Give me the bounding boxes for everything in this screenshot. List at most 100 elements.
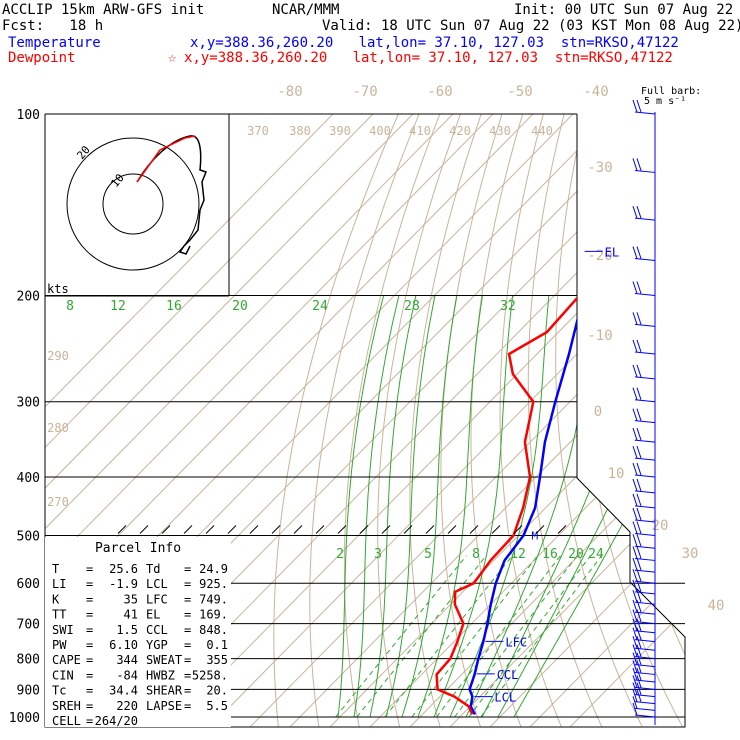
- wind-barb-flag: [632, 590, 638, 603]
- parcel-eq: =: [184, 592, 191, 606]
- wind-barb: [634, 557, 656, 561]
- pressure-label: 400: [17, 471, 40, 486]
- wind-barb-flag: [636, 408, 642, 421]
- wind-barb-flag: [636, 618, 642, 631]
- wind-barb-flag: [636, 312, 642, 325]
- parcel-key: SREH: [52, 699, 81, 713]
- wind-barb-flag: [636, 546, 642, 559]
- isotherm: [449, 114, 685, 727]
- theta-e-label: 24: [312, 299, 328, 314]
- wind-barb: [634, 505, 656, 509]
- wind-barb: [634, 591, 656, 595]
- wind-barb: [634, 580, 656, 584]
- parcel-key: T: [52, 562, 59, 576]
- wind-barb-flag: [632, 507, 638, 521]
- parcel-value: 35: [124, 592, 138, 606]
- wind-barb-flag: [632, 462, 638, 476]
- parcel-eq: =: [86, 638, 93, 652]
- wind-barb-flag: [636, 682, 642, 695]
- hatch-mark: [315, 525, 325, 534]
- parcel-key: CIN: [52, 668, 74, 682]
- wind-barb-flag: [632, 667, 638, 681]
- wind-barb-flag: [636, 462, 642, 476]
- wind-barb: [634, 630, 656, 634]
- parcel-value: 34.4: [109, 684, 138, 698]
- isotherm: [409, 114, 685, 727]
- wind-barb-flag: [632, 534, 638, 547]
- mixing-ratio-label: 20: [568, 547, 584, 562]
- parcel-value: 5258.: [192, 668, 228, 682]
- parcel-key: CCL: [146, 623, 168, 637]
- parcel-value: 5.5: [206, 699, 228, 713]
- mixing-ratio-label: 12: [510, 547, 526, 562]
- parcel-key: LAPSE: [146, 699, 182, 713]
- wind-barb-flag: [632, 696, 638, 709]
- wind-barb: [634, 656, 656, 660]
- theta-e-label: 12: [110, 299, 126, 314]
- wind-barb-flag: [632, 702, 638, 716]
- theta-label: 390: [329, 124, 351, 138]
- wind-barb: [634, 532, 656, 536]
- wind-barb-flag: [632, 660, 638, 673]
- parcel-value: 20.: [206, 684, 228, 698]
- wind-barb-flag: [636, 364, 642, 378]
- wind-barb: [634, 258, 656, 262]
- hodograph-ring: [102, 173, 164, 235]
- mixing-ratio-lines: [335, 555, 602, 718]
- moist-adiabat: [337, 295, 385, 718]
- parcel-key: SWI: [52, 623, 74, 637]
- hatch-mark: [403, 525, 413, 534]
- mixing-ratio-label: 3: [374, 547, 382, 562]
- header-source: NCAR/MMM: [272, 2, 340, 18]
- wind-barb-flag: [632, 675, 638, 688]
- dewpoint-marker-icon: ☆: [168, 50, 177, 66]
- moist-adiabat: [497, 295, 685, 718]
- theta-label: 280: [47, 421, 69, 435]
- wind-barb-flag: [636, 675, 642, 688]
- hodograph-ring-label: 10: [108, 171, 126, 190]
- wind-barb-flag: [636, 689, 642, 702]
- parcel-value: -84: [116, 668, 138, 682]
- wind-barb: [634, 701, 656, 705]
- wind-barb: [634, 611, 656, 615]
- hodograph-ring-label: 20: [74, 143, 92, 162]
- wind-barb-flag: [636, 636, 642, 649]
- wind-barb: [634, 545, 656, 549]
- parcel-eq: =: [86, 562, 93, 576]
- wind-barb-flag: [636, 158, 642, 171]
- hatch-mark: [161, 525, 171, 534]
- mixing-ratio-line: [480, 555, 602, 718]
- parcel-eq: =: [184, 623, 191, 637]
- wind-barb: [634, 217, 656, 221]
- parcel-key: K: [52, 592, 60, 606]
- wind-barb: [634, 293, 656, 297]
- wind-barb: [634, 351, 656, 355]
- dry-adiabat: [681, 114, 685, 727]
- isotherm-label: -60: [427, 84, 452, 100]
- wind-barb: [634, 686, 656, 690]
- parcel-value: 1.5: [116, 623, 138, 637]
- wind-barb-flag: [632, 644, 638, 657]
- wind-barb: [634, 376, 656, 380]
- mixing-ratio-label: 8: [472, 547, 480, 562]
- hodograph-unit: kts: [47, 282, 69, 296]
- parcel-eq: =: [184, 577, 191, 591]
- wind-barb-flag: [632, 478, 638, 492]
- parcel-key: LI: [52, 577, 66, 591]
- parcel-key: Td: [146, 562, 160, 576]
- parcel-value: 220: [116, 699, 138, 713]
- wind-barb-flag: [632, 281, 638, 294]
- marker-ccl: CCL: [497, 668, 519, 682]
- wind-barb: [634, 474, 656, 478]
- wind-barb-flag: [636, 569, 642, 582]
- parcel-key: CAPE: [52, 653, 81, 667]
- marker-m: M: [532, 529, 539, 542]
- parcel-eq: =: [86, 714, 93, 728]
- wind-barb-flag: [632, 387, 638, 400]
- pressure-label: 100: [17, 108, 40, 123]
- dry-adiabat: [377, 114, 461, 727]
- wind-barb-flag: [636, 521, 642, 534]
- hatch-mark: [205, 525, 215, 534]
- isotherm-label: -10: [587, 328, 612, 344]
- parcel-eq: =: [184, 608, 191, 622]
